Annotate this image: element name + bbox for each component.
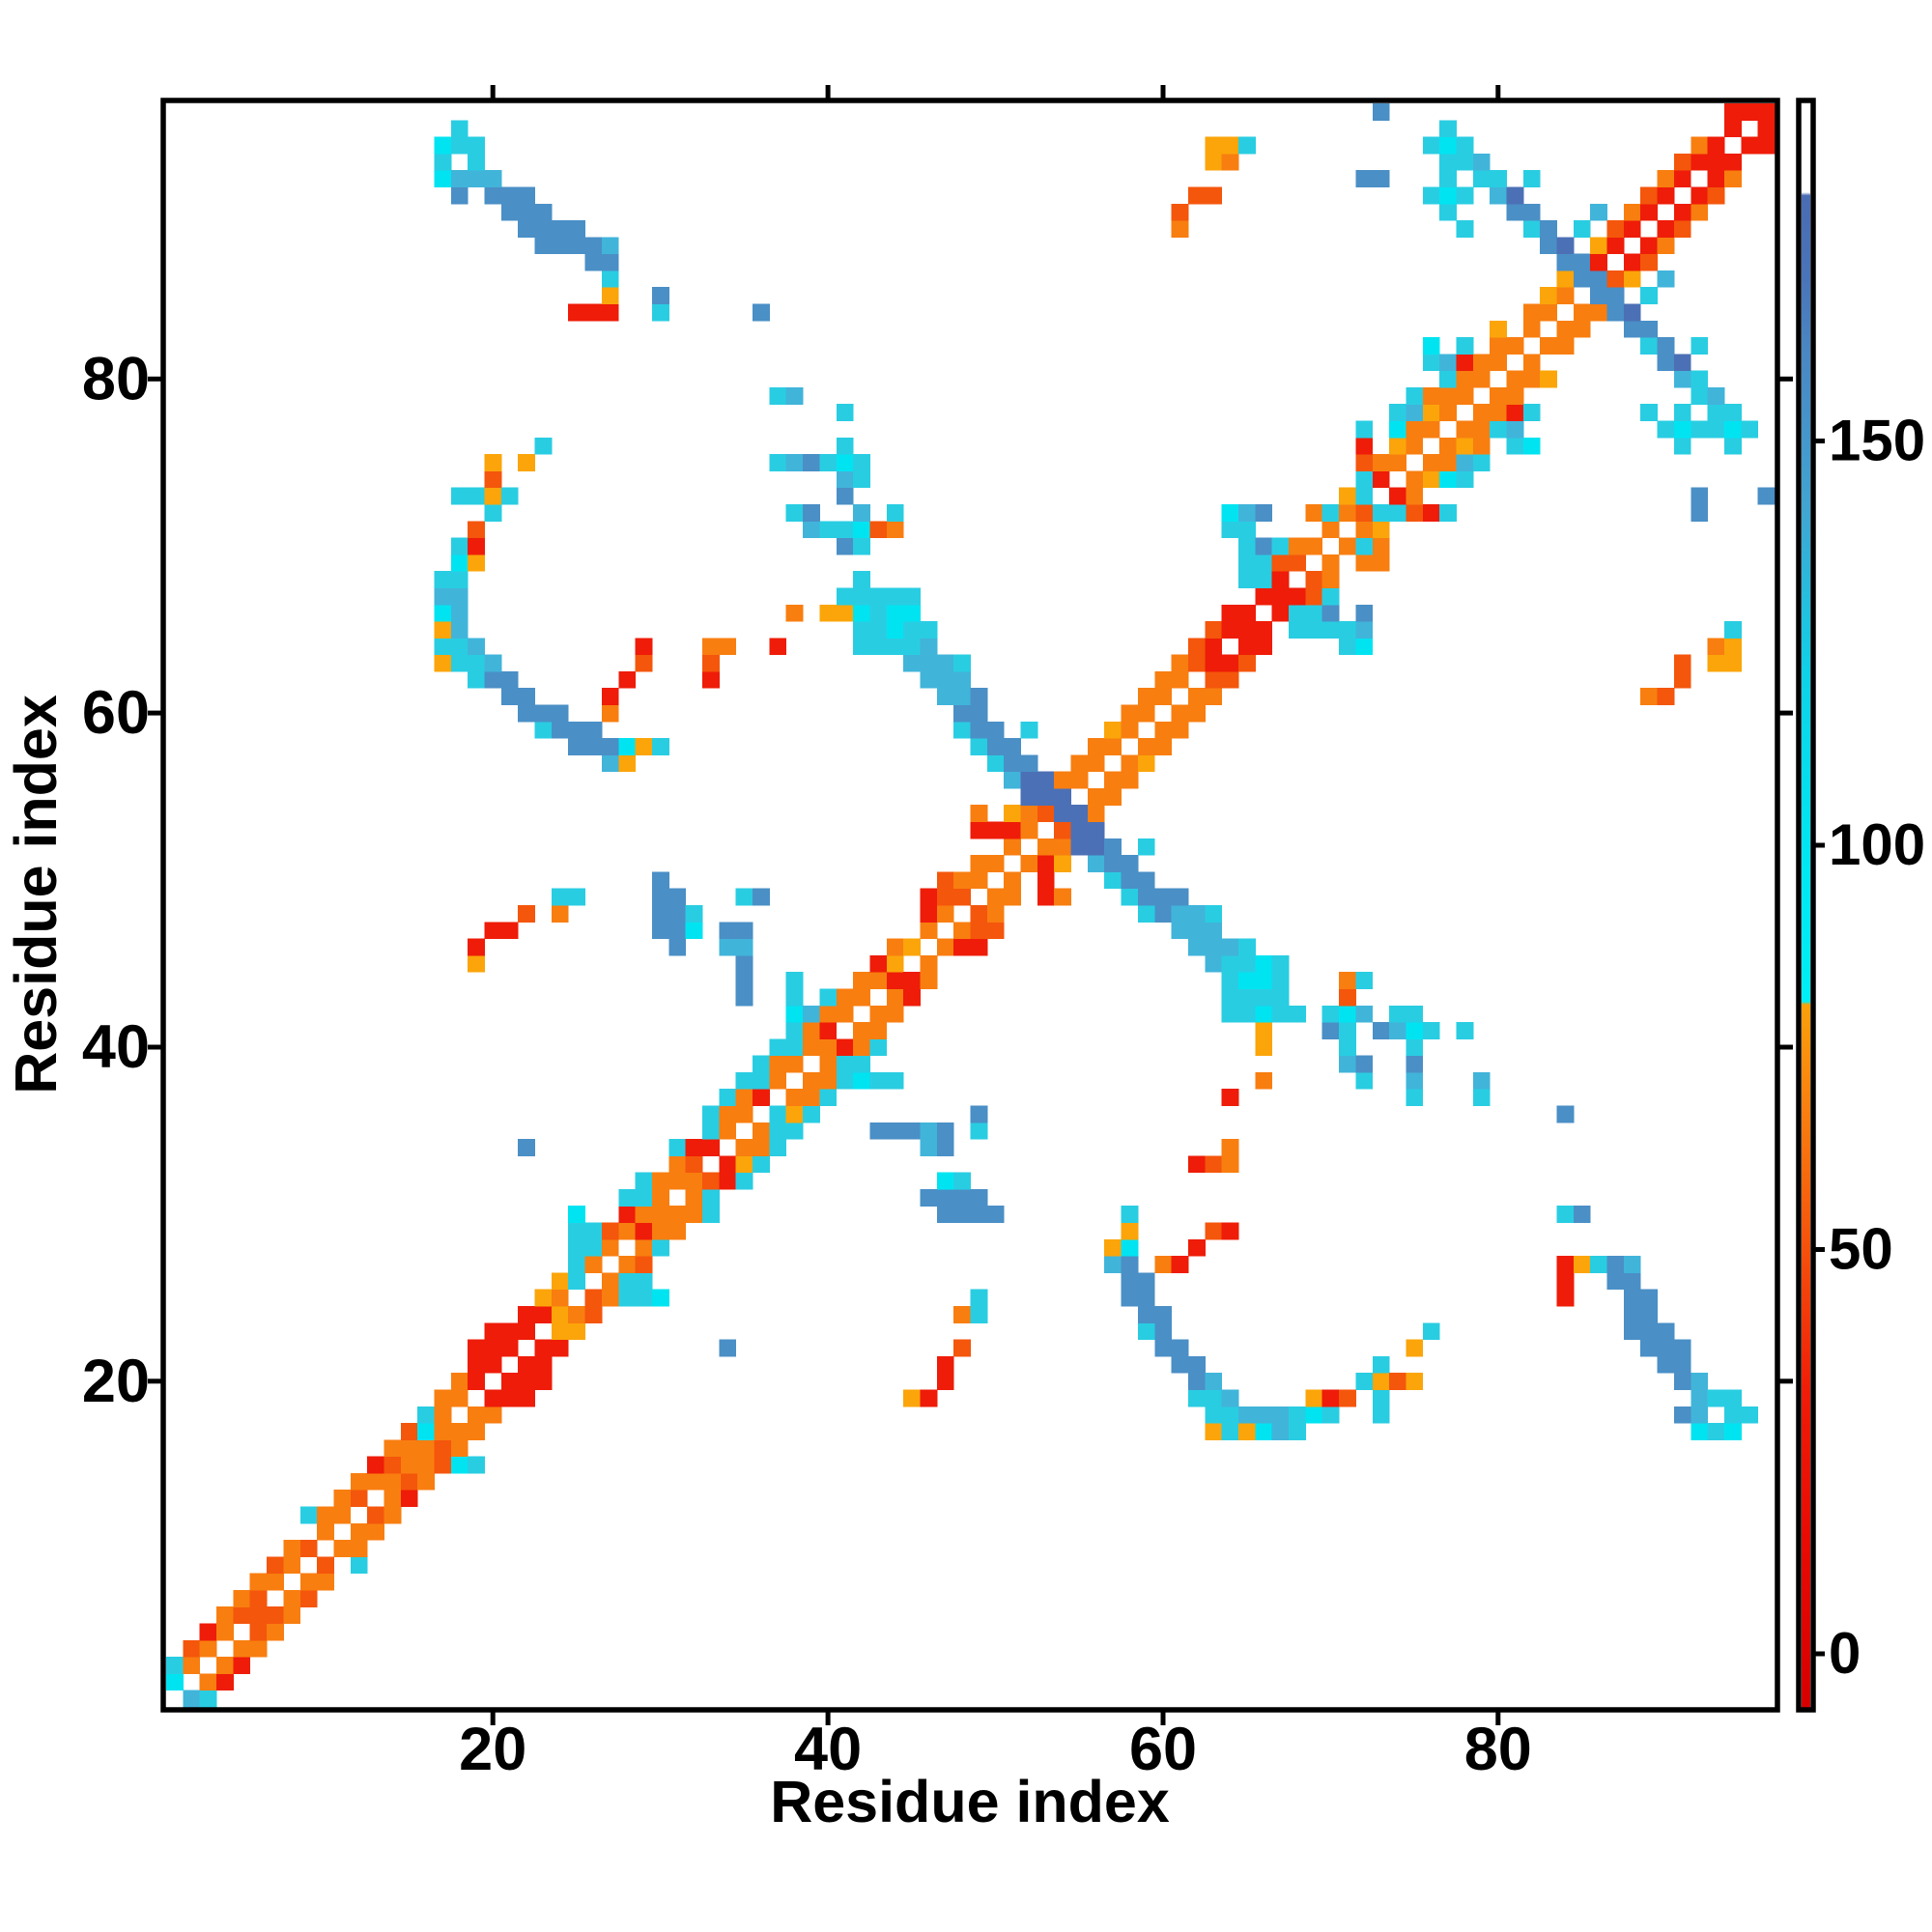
svg-text:40: 40 <box>82 1013 150 1081</box>
svg-text:80: 80 <box>1464 1716 1532 1783</box>
svg-text:0: 0 <box>1829 1621 1861 1686</box>
svg-text:80: 80 <box>82 345 150 412</box>
svg-text:150: 150 <box>1829 409 1925 473</box>
svg-text:40: 40 <box>794 1716 862 1783</box>
svg-text:Residue index: Residue index <box>3 695 69 1094</box>
svg-text:Residue index: Residue index <box>770 1769 1170 1834</box>
svg-text:50: 50 <box>1829 1217 1893 1282</box>
svg-text:60: 60 <box>1129 1716 1197 1783</box>
svg-text:20: 20 <box>459 1716 526 1783</box>
svg-text:100: 100 <box>1829 812 1925 877</box>
svg-text:20: 20 <box>82 1348 150 1415</box>
svg-text:60: 60 <box>82 679 150 747</box>
